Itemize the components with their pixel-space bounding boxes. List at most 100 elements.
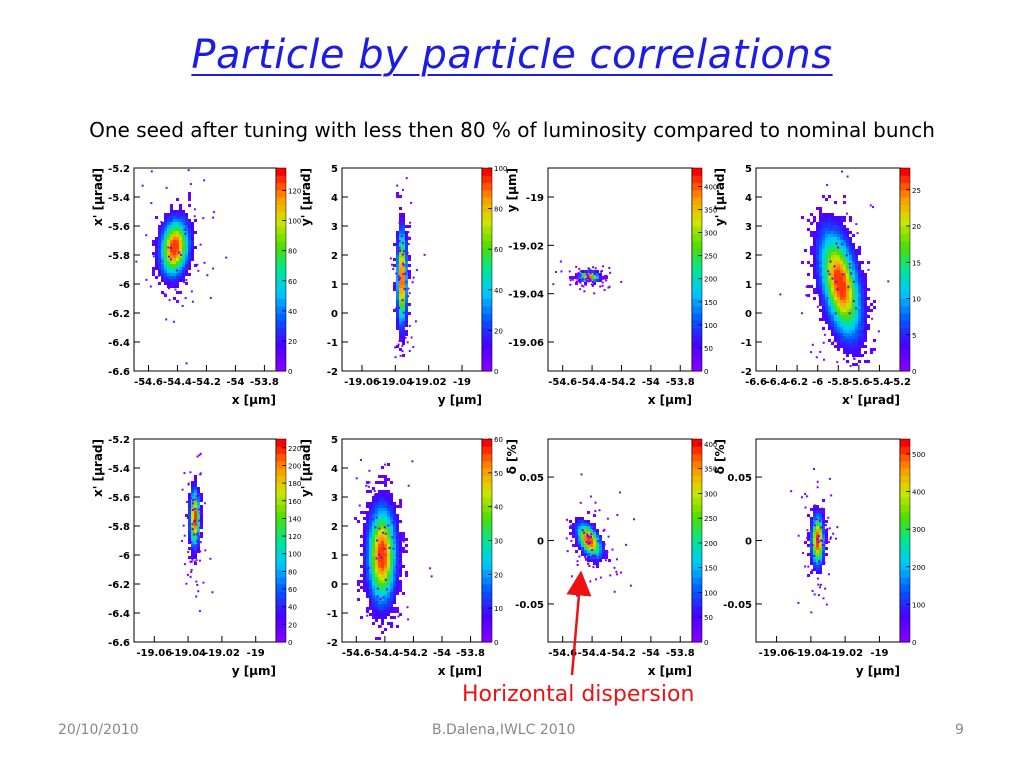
- density-cell: [399, 589, 402, 592]
- density-cell: [396, 550, 399, 553]
- sparse-point: [819, 539, 822, 542]
- density-cell: [810, 508, 813, 511]
- color-scale-segment: [900, 168, 910, 176]
- sparse-point: [818, 560, 821, 563]
- sparse-point: [856, 232, 859, 235]
- density-cell: [852, 249, 855, 252]
- density-cell: [188, 231, 191, 234]
- density-cell: [831, 222, 834, 225]
- density-cell: [858, 318, 861, 321]
- sparse-point: [566, 550, 569, 553]
- x-tick-label: -19: [453, 377, 471, 388]
- density-cell: [200, 514, 203, 517]
- density-cell: [366, 589, 369, 592]
- density-cell: [602, 556, 605, 559]
- density-cell: [825, 312, 828, 315]
- density-cell: [188, 219, 191, 222]
- density-cell: [369, 598, 372, 601]
- density-cell: [834, 249, 837, 252]
- density-cell: [393, 562, 396, 565]
- density-cell: [375, 592, 378, 595]
- density-cell: [363, 577, 366, 580]
- density-cell: [825, 532, 828, 535]
- density-cell: [194, 556, 197, 559]
- density-cell: [861, 330, 864, 333]
- density-cell: [179, 231, 182, 234]
- density-cell: [855, 324, 858, 327]
- density-cell: [834, 234, 837, 237]
- density-cell: [399, 556, 402, 559]
- color-scale-segment: [900, 475, 910, 484]
- density-cell: [396, 267, 399, 270]
- color-scale-segment: [900, 627, 910, 636]
- color-scale-label: 50: [704, 345, 713, 353]
- density-cell: [581, 279, 584, 282]
- density-cell: [366, 526, 369, 529]
- color-scale-segment: [900, 598, 910, 607]
- density-cell: [387, 538, 390, 541]
- density-cell: [861, 279, 864, 282]
- density-cell: [816, 529, 819, 532]
- density-cell: [572, 529, 575, 532]
- density-cell: [810, 234, 813, 237]
- sparse-point: [202, 581, 205, 584]
- density-cell: [572, 526, 575, 529]
- density-cell: [831, 264, 834, 267]
- density-cell: [191, 231, 194, 234]
- sparse-point: [178, 251, 181, 254]
- density-cell: [188, 273, 191, 276]
- density-cell: [843, 327, 846, 330]
- density-cell: [828, 297, 831, 300]
- density-cell: [179, 222, 182, 225]
- density-cell: [197, 490, 200, 493]
- density-cell: [402, 246, 405, 249]
- density-cell: [182, 225, 185, 228]
- density-cell: [858, 294, 861, 297]
- sparse-point: [186, 516, 189, 519]
- density-cell: [816, 550, 819, 553]
- density-cell: [864, 351, 867, 354]
- sparse-point: [158, 274, 161, 277]
- density-cell: [387, 520, 390, 523]
- color-scale-segment: [276, 356, 286, 365]
- density-cell: [596, 538, 599, 541]
- density-cell: [191, 505, 194, 508]
- density-cell: [858, 300, 861, 303]
- color-scale-segment: [692, 627, 702, 636]
- density-cell: [381, 481, 384, 484]
- density-cell: [167, 279, 170, 282]
- density-cell: [828, 249, 831, 252]
- density-cell: [366, 505, 369, 508]
- density-cell: [828, 324, 831, 327]
- y-tick-label: 3: [745, 222, 752, 233]
- density-cell: [843, 294, 846, 297]
- density-cell: [405, 276, 408, 279]
- sparse-point: [575, 265, 578, 268]
- density-cell: [393, 258, 396, 261]
- color-scale-segment: [900, 497, 910, 505]
- density-cell: [393, 264, 396, 267]
- density-cell: [372, 598, 375, 601]
- density-cell: [194, 496, 197, 499]
- sparse-point: [847, 285, 850, 288]
- density-cell: [191, 556, 194, 559]
- density-cell: [375, 529, 378, 532]
- plot-frame: [341, 167, 483, 372]
- y-tick-label: -5.8: [108, 522, 130, 533]
- density-cell: [369, 565, 372, 568]
- density-cell: [158, 234, 161, 237]
- density-cell: [363, 535, 366, 538]
- sparse-point: [415, 269, 418, 272]
- density-cell: [393, 285, 396, 288]
- sparse-point: [203, 179, 206, 182]
- density-cell: [191, 532, 194, 535]
- density-cell: [584, 270, 587, 273]
- color-scale-segment: [276, 627, 286, 636]
- density-cell: [396, 535, 399, 538]
- density-cell: [858, 273, 861, 276]
- density-cell: [855, 336, 858, 339]
- density-cell: [402, 303, 405, 306]
- color-scale-segment: [692, 475, 702, 484]
- density-cell: [834, 336, 837, 339]
- density-cell: [834, 324, 837, 327]
